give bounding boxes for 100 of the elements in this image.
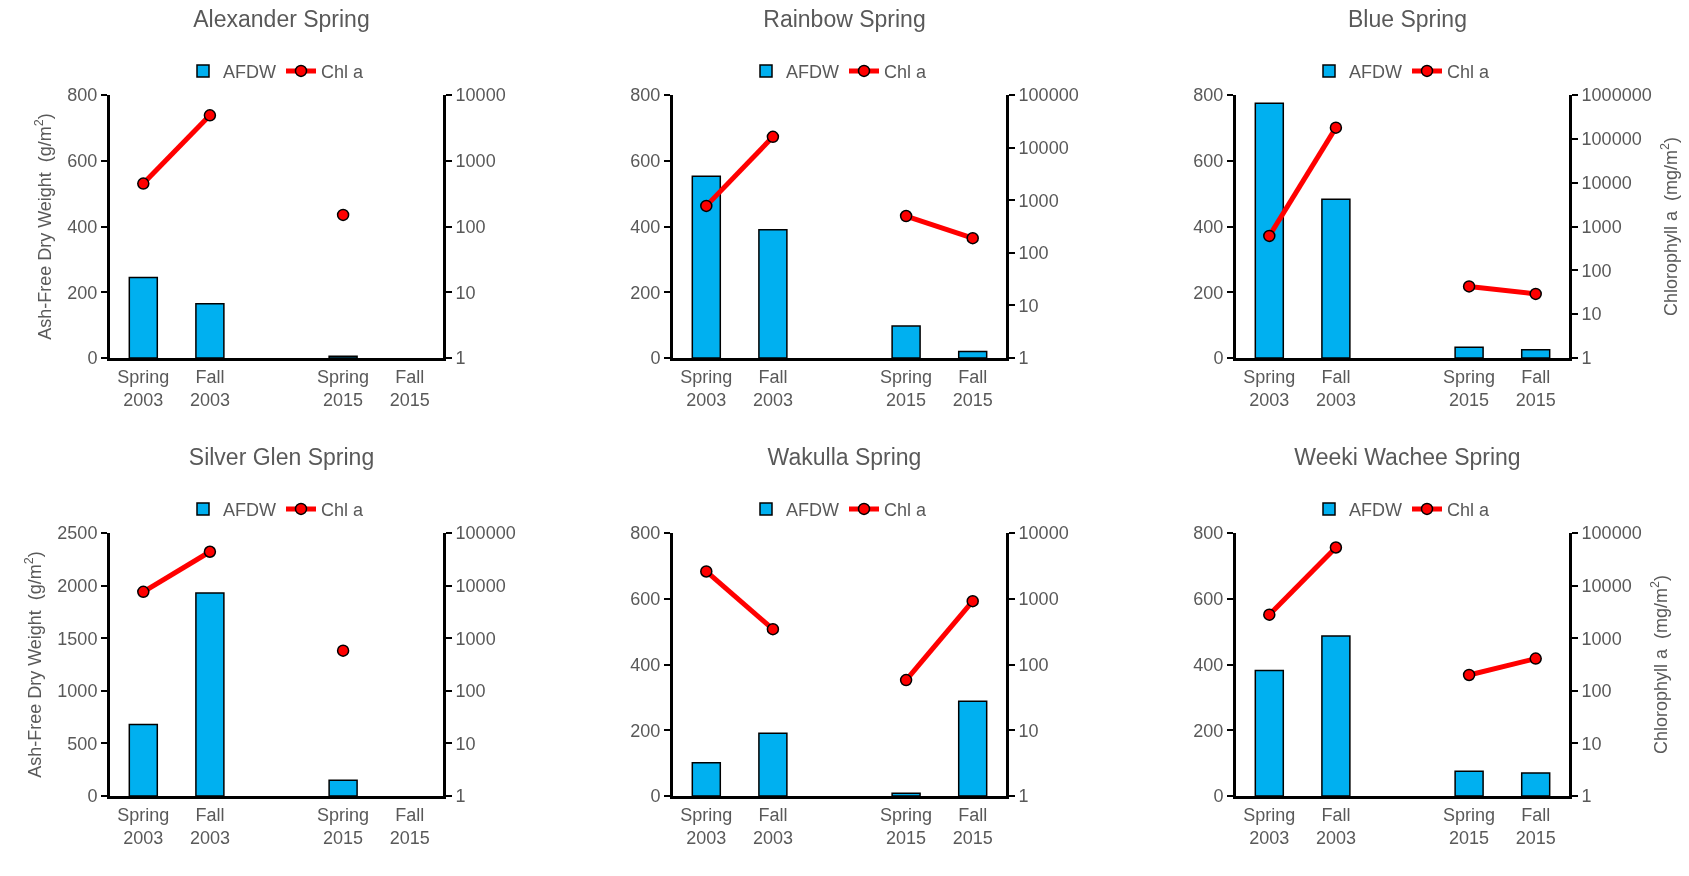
x-tick-label: Spring 2015 bbox=[880, 804, 933, 848]
legend-label: AFDW bbox=[786, 61, 839, 82]
point bbox=[336, 208, 350, 222]
y2-tick-label: 1 bbox=[455, 786, 466, 807]
y-tick-label: 2000 bbox=[57, 575, 98, 596]
point bbox=[700, 199, 713, 213]
legend-label: AFDW bbox=[786, 499, 839, 520]
x-tick-label: Spring 2003 bbox=[117, 804, 170, 848]
y2-tick-label: 100 bbox=[1581, 681, 1612, 702]
y-tick-label: 1500 bbox=[57, 628, 98, 649]
y2-tick-label: 100000 bbox=[1018, 85, 1079, 106]
point bbox=[336, 644, 350, 657]
x-tick-label: Fall 2003 bbox=[189, 366, 230, 410]
x-tick-label: Fall 2015 bbox=[389, 804, 430, 848]
y2-tick-label: 10000 bbox=[1018, 523, 1069, 544]
y-tick-label: 0 bbox=[650, 348, 661, 369]
x-tick-label: Fall 2015 bbox=[952, 366, 993, 410]
point bbox=[1263, 229, 1276, 243]
y-tick-label: 0 bbox=[1213, 786, 1224, 807]
y2-tick-label: 10 bbox=[1018, 295, 1039, 316]
point bbox=[700, 565, 713, 578]
point bbox=[966, 231, 979, 245]
y-tick-label: 800 bbox=[630, 523, 661, 544]
y2-tick-label: 10 bbox=[455, 282, 476, 303]
x-tick-label: Spring 2003 bbox=[680, 804, 733, 848]
y-tick-label: 200 bbox=[1193, 720, 1224, 741]
y-tick-label: 500 bbox=[67, 733, 98, 754]
chart-title: Weeki Wachee Spring bbox=[1294, 444, 1521, 471]
x-tick-label: Spring 2015 bbox=[317, 804, 370, 848]
legend-label: Chl a bbox=[1447, 499, 1491, 520]
legend-label: AFDW bbox=[223, 499, 276, 520]
point bbox=[1529, 287, 1542, 301]
point bbox=[966, 594, 979, 608]
chart-title: Blue Spring bbox=[1348, 6, 1467, 33]
x-tick-label: Fall 2003 bbox=[752, 804, 793, 848]
y2-tick-label: 100000 bbox=[455, 523, 516, 544]
y-tick-label: 800 bbox=[1193, 85, 1224, 106]
point bbox=[899, 209, 913, 223]
y2-tick-label: 100 bbox=[1018, 243, 1049, 264]
y2-tick-label: 100000 bbox=[1581, 129, 1642, 150]
chart-title: Rainbow Spring bbox=[763, 6, 926, 33]
y-tick-label: 800 bbox=[1193, 523, 1224, 544]
y-tick-label: 200 bbox=[1193, 282, 1224, 303]
y-tick-label: 400 bbox=[67, 216, 98, 237]
y2-tick-label: 100000 bbox=[1581, 523, 1642, 544]
y2-tick-label: 1 bbox=[1018, 348, 1029, 369]
y-tick-label: 200 bbox=[67, 282, 98, 303]
legend-label: Chl a bbox=[321, 499, 365, 520]
y-tick-label: 600 bbox=[1193, 589, 1224, 610]
y-tick-label: 1000 bbox=[57, 681, 98, 702]
point bbox=[203, 109, 217, 122]
y-tick-label: 0 bbox=[87, 348, 98, 369]
x-tick-label: Spring 2003 bbox=[1243, 366, 1296, 410]
y-tick-label: 800 bbox=[67, 85, 98, 106]
chart-title: Silver Glen Spring bbox=[188, 444, 375, 471]
point bbox=[766, 622, 780, 636]
x-tick-label: Fall 2003 bbox=[1315, 366, 1356, 410]
legend-label: AFDW bbox=[1349, 499, 1402, 520]
y2-tick-label: 1000 bbox=[455, 628, 496, 649]
y2-tick-label: 10 bbox=[1581, 733, 1602, 754]
y2-tick-label: 100 bbox=[455, 681, 486, 702]
legend-label: AFDW bbox=[223, 61, 276, 82]
legend-label: Chl a bbox=[1447, 61, 1491, 82]
legend-label: AFDW bbox=[1349, 61, 1402, 82]
x-tick-label: Spring 2015 bbox=[1443, 366, 1496, 410]
y-tick-label: 600 bbox=[630, 151, 661, 172]
point bbox=[766, 130, 780, 144]
y2-tick-label: 1 bbox=[1581, 786, 1592, 807]
legend-label: Chl a bbox=[884, 499, 928, 520]
x-tick-label: Spring 2015 bbox=[317, 366, 370, 410]
point bbox=[1263, 608, 1276, 621]
y-tick-label: 600 bbox=[67, 151, 98, 172]
x-tick-label: Fall 2003 bbox=[752, 366, 793, 410]
point bbox=[1462, 668, 1476, 682]
point bbox=[203, 545, 217, 558]
point bbox=[1329, 541, 1343, 554]
x-tick-label: Spring 2015 bbox=[1443, 804, 1496, 848]
y2-tick-label: 1000 bbox=[455, 151, 496, 172]
y-tick-label: 0 bbox=[87, 786, 98, 807]
y-tick-label: 0 bbox=[650, 786, 661, 807]
y2-tick-label: 10 bbox=[1581, 304, 1602, 325]
x-tick-label: Spring 2003 bbox=[117, 366, 170, 410]
y2-tick-label: 10 bbox=[1018, 720, 1039, 741]
y2-tick-label: 1 bbox=[1581, 348, 1592, 369]
y-tick-label: 400 bbox=[630, 654, 661, 675]
y2-tick-label: 1 bbox=[455, 348, 466, 369]
y-tick-label: 600 bbox=[1193, 151, 1224, 172]
chart-title: Alexander Spring bbox=[193, 6, 370, 33]
point bbox=[137, 177, 150, 190]
x-tick-label: Fall 2015 bbox=[1515, 804, 1556, 848]
y2-tick-label: 100 bbox=[1018, 654, 1049, 675]
y-tick-label: 600 bbox=[630, 589, 661, 610]
y2-tick-label: 1000 bbox=[1018, 589, 1059, 610]
x-tick-label: Fall 2003 bbox=[1315, 804, 1356, 848]
y2-tick-label: 1000 bbox=[1581, 628, 1622, 649]
y2-tick-label: 100 bbox=[1581, 260, 1612, 281]
y2-tick-label: 10000 bbox=[1018, 137, 1069, 158]
legend-label: Chl a bbox=[321, 61, 365, 82]
y2-tick-label: 10000 bbox=[1581, 575, 1632, 596]
x-tick-label: Spring 2003 bbox=[1243, 804, 1296, 848]
